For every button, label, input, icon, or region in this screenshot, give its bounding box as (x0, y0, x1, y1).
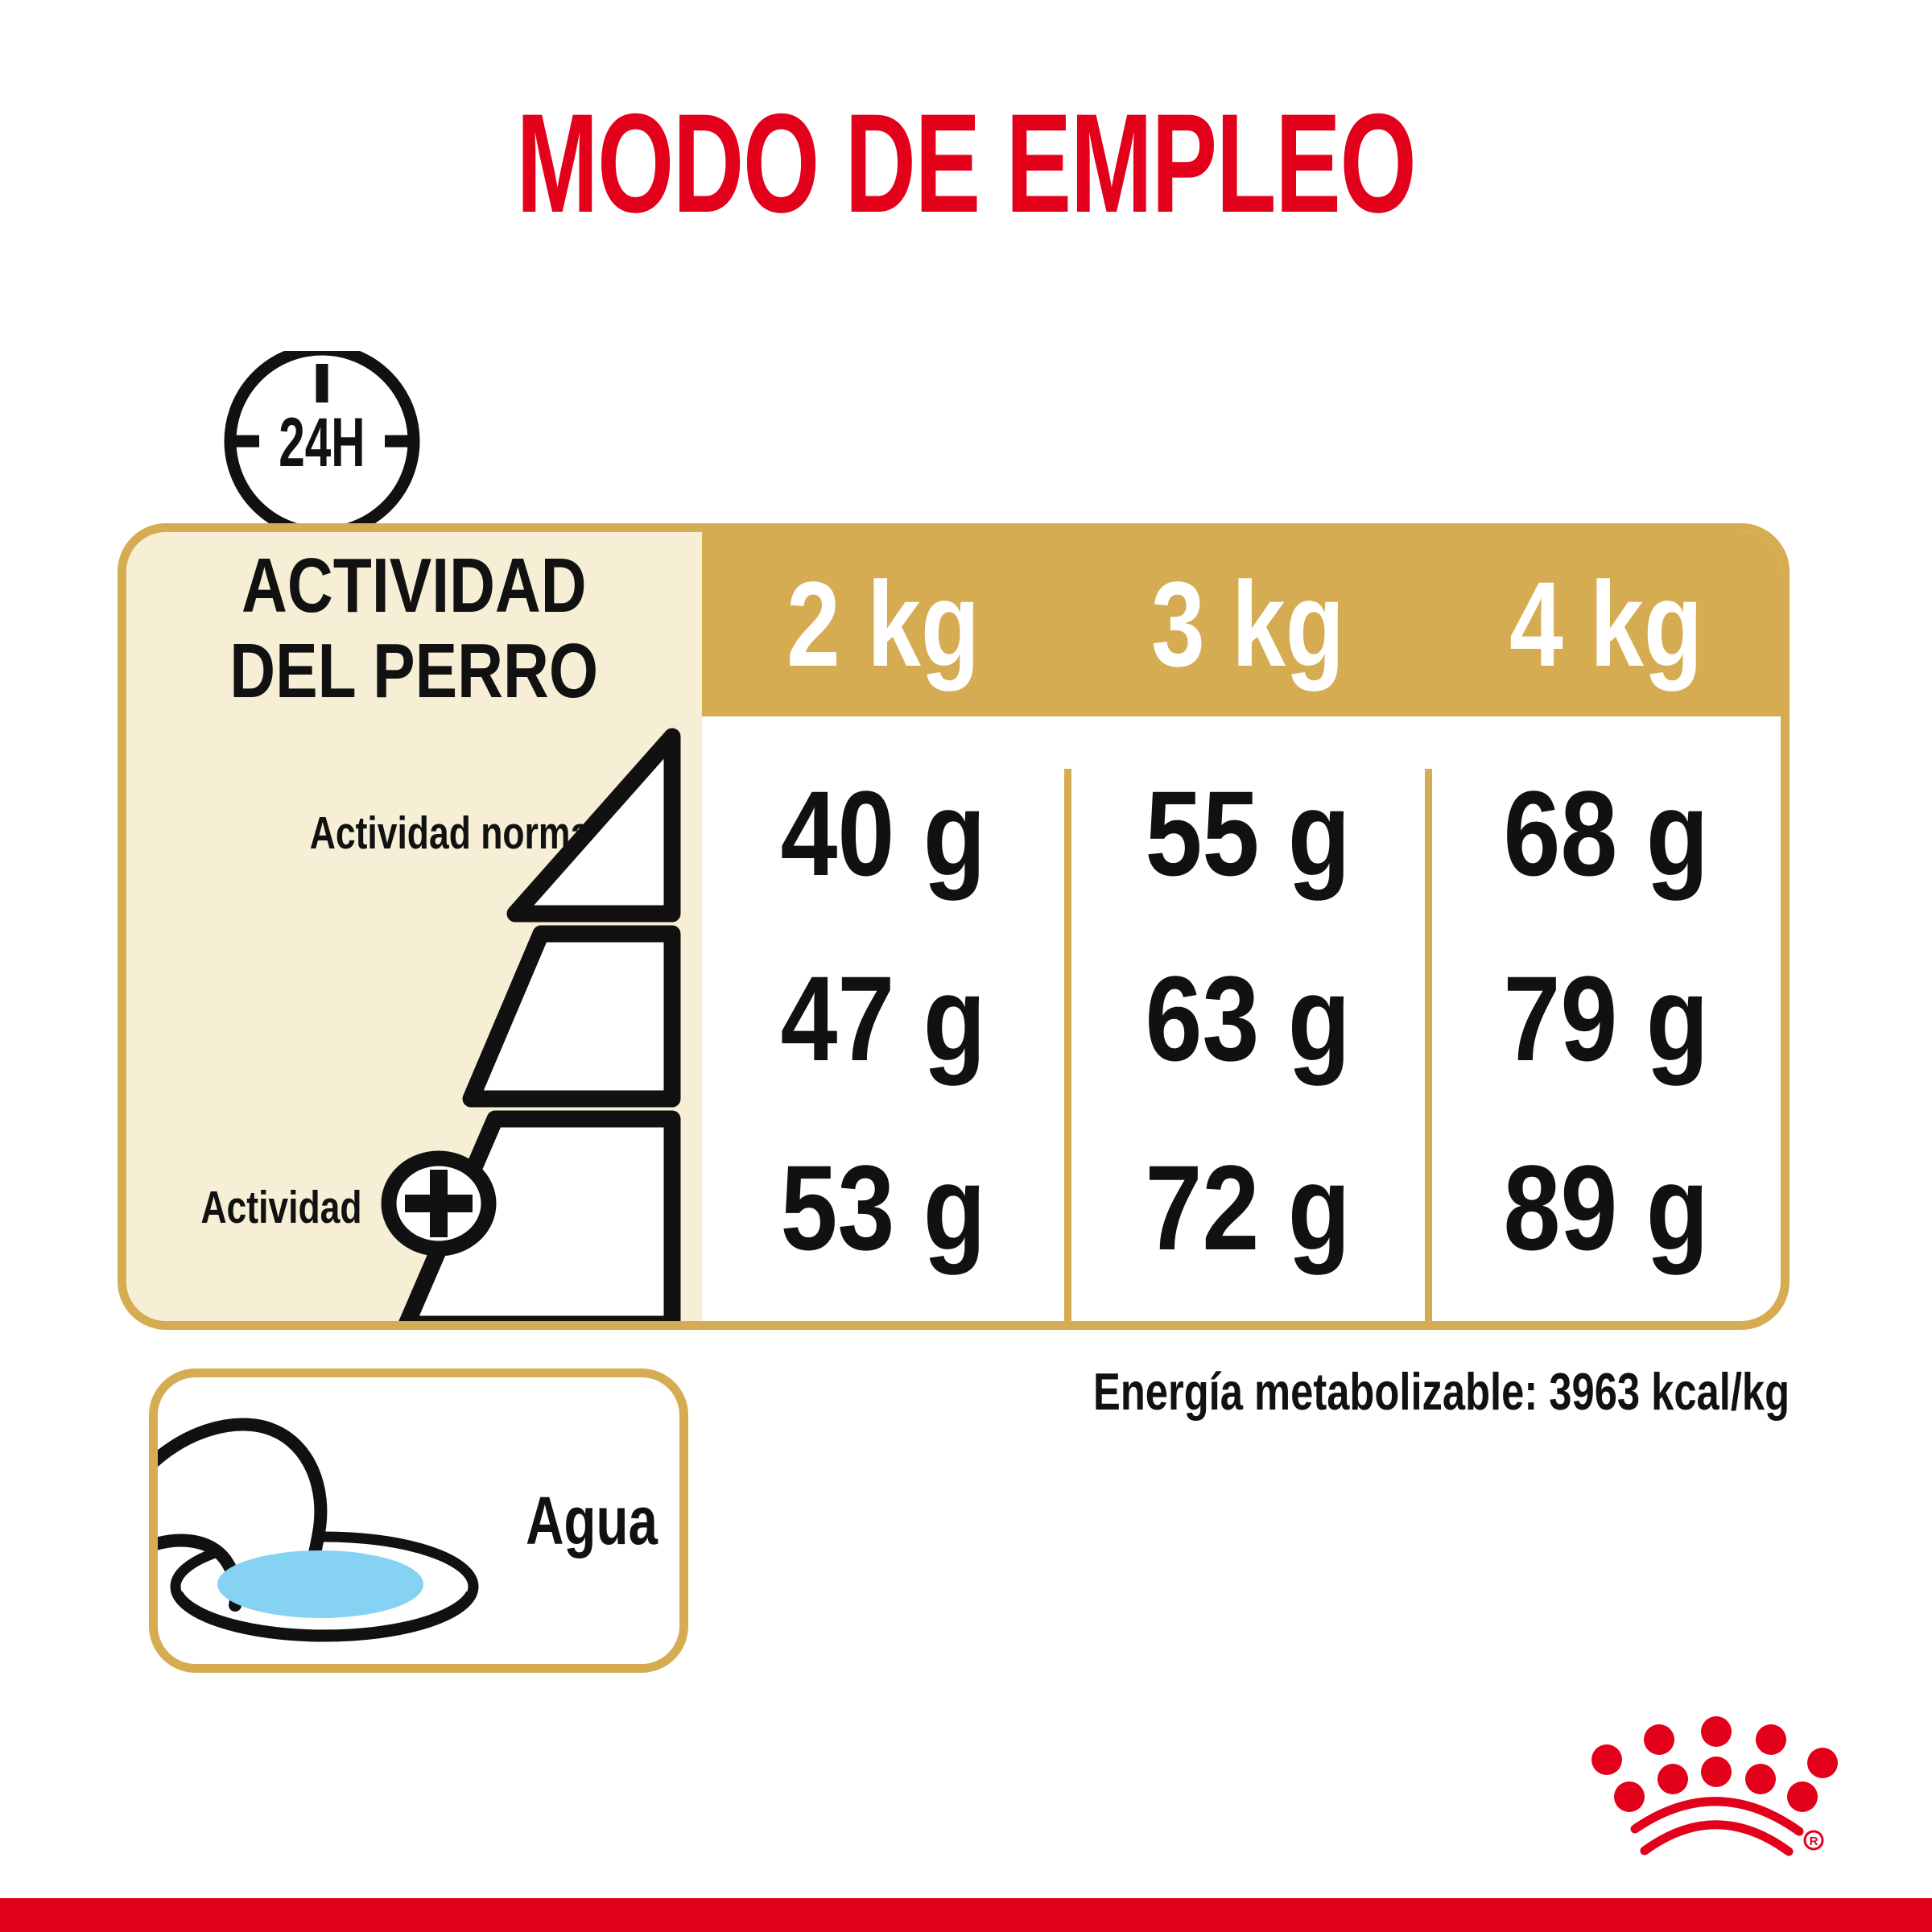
plus-icon (381, 1150, 497, 1257)
portion-value: 68 g (1503, 765, 1710, 901)
activity-header-line1: ACTIVIDAD (242, 543, 587, 629)
portion-value: 63 g (1145, 950, 1352, 1086)
weight-header-band (702, 532, 1781, 716)
portion-value: 53 g (780, 1139, 986, 1275)
weight-col-header-2kg: 2 kg (786, 556, 980, 691)
portion-value: 55 g (1145, 765, 1352, 901)
energy-note: Energía metabolizable: 3963 kcal/kg (1092, 1361, 1790, 1421)
water-ellipse (217, 1550, 423, 1618)
registered-trademark-icon: R (1803, 1830, 1824, 1851)
portion-value: 89 g (1503, 1139, 1710, 1275)
row-label-actividad-normal: Actividad normal (309, 807, 600, 859)
activity-header-line2: DEL PERRO (229, 628, 599, 714)
portion-value: 47 g (780, 950, 986, 1086)
water-label: Agua (526, 1482, 658, 1558)
svg-text:R: R (1810, 1835, 1818, 1848)
24h-label: 24H (279, 403, 365, 481)
activity-level-2-triangle (462, 925, 681, 1108)
activity-pyramid-icon (381, 728, 681, 1321)
weight-col-header-3kg: 3 kg (1151, 556, 1345, 691)
feeding-table: ACTIVIDAD DEL PERRO 2 kg 3 kg 4 kg Activ… (118, 523, 1790, 1330)
24h-clock-icon (224, 351, 420, 523)
activity-level-1-triangle (506, 728, 681, 923)
page-title: MODO DE EMPLEO (0, 85, 1932, 242)
portion-value: 72 g (1145, 1139, 1352, 1275)
bottom-red-bar (0, 1898, 1932, 1932)
row-label-actividad-plus: Actividad (200, 1182, 362, 1233)
dog-drinking-icon (158, 1418, 479, 1642)
royal-canin-crown-logo: R (1591, 1716, 1838, 1856)
portion-value: 40 g (780, 765, 986, 901)
column-divider (1064, 769, 1071, 1321)
page-title-text: MODO DE EMPLEO (516, 85, 1416, 242)
column-divider (1425, 769, 1432, 1321)
activity-header: ACTIVIDAD DEL PERRO (126, 532, 702, 725)
weight-col-header-4kg: 4 kg (1509, 556, 1703, 691)
water-box: Agua (149, 1368, 688, 1673)
portion-value: 79 g (1503, 950, 1710, 1086)
